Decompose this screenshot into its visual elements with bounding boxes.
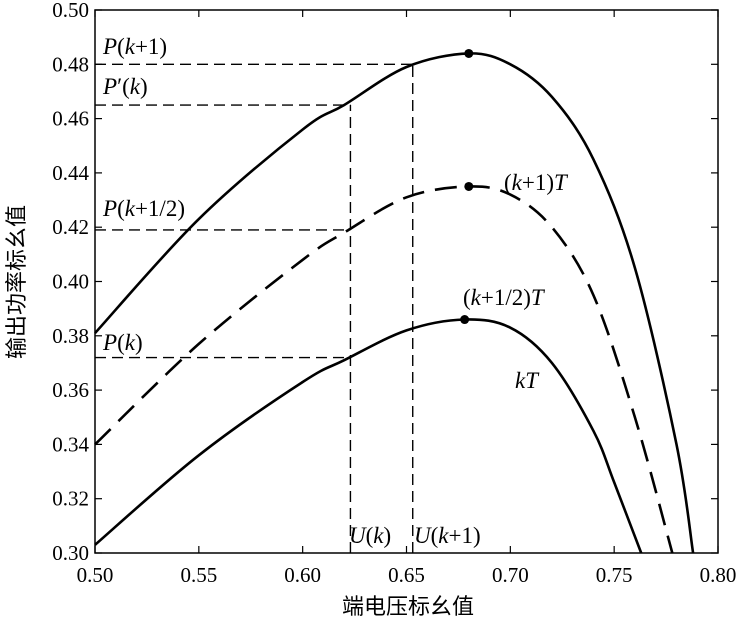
y-axis-label: 输出功率标幺值: [5, 205, 30, 359]
h-ref-label: P(k): [102, 330, 143, 355]
curve-label: (k+1/2)T: [463, 285, 546, 310]
h-ref-label: P(k+1): [102, 34, 167, 59]
x-tick-label: 0.75: [596, 563, 633, 587]
series-k-half-T-peak-point: [464, 181, 474, 191]
x-axis-label: 端电压标幺值: [342, 595, 474, 620]
curve-label: (k+1)T: [504, 170, 569, 195]
series-kT-line: [94, 318, 643, 554]
x-tick-label: 0.70: [492, 563, 529, 587]
y-tick-label: 0.38: [52, 324, 89, 348]
v-ref-label: U(k): [349, 523, 391, 548]
y-tick-label: 0.34: [52, 432, 89, 456]
y-tick-label: 0.46: [52, 107, 89, 131]
y-tick-label: 0.48: [52, 52, 89, 76]
x-tick-label: 0.80: [700, 563, 737, 587]
series-kT-peak-point: [460, 315, 470, 325]
v-ref-label: U(k+1): [414, 523, 481, 548]
y-tick-label: 0.42: [52, 215, 89, 239]
h-ref-label: P′(k): [102, 74, 148, 99]
series-k-half-T-line: [94, 185, 674, 554]
axes: 0.50 0.55 0.60 0.65 0.70 0.75 0.80 0.30 0.32 0.34…: [52, 0, 736, 587]
x-tick-label: 0.55: [180, 563, 217, 587]
y-tick-label: 0.50: [52, 0, 89, 22]
x-tick-label: 0.65: [388, 563, 425, 587]
series-k1-T-line: [94, 52, 695, 554]
curve-label: kT: [515, 368, 540, 393]
h-ref-label: P(k+1/2): [102, 196, 185, 221]
y-tick-label: 0.30: [52, 541, 89, 565]
plot-frame: [94, 9, 719, 554]
y-tick-label: 0.36: [52, 378, 89, 402]
reference-lines: [95, 63, 414, 553]
y-tick-label: 0.32: [52, 487, 89, 511]
series-k1-T-peak-point: [464, 48, 474, 58]
curves: [94, 48, 695, 554]
y-tick-label: 0.44: [52, 161, 89, 185]
x-tick-label: 0.50: [77, 563, 114, 587]
y-tick-label: 0.40: [52, 270, 89, 294]
annotations: P(k+1) P′(k) P(k+1/2) P(k) U(k) U(k+1) (k+1)T (…: [102, 34, 569, 548]
x-tick-label: 0.60: [284, 563, 321, 587]
